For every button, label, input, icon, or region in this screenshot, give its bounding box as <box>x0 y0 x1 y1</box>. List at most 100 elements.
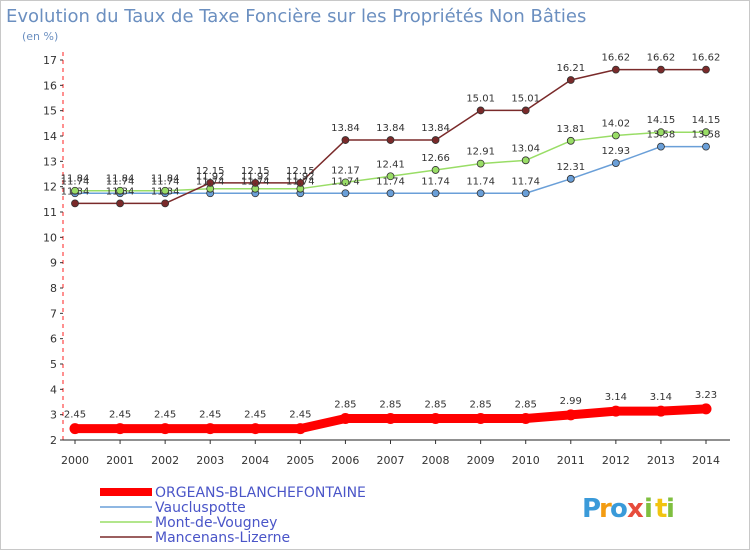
data-point <box>296 178 305 187</box>
data-label: 11.74 <box>511 176 540 187</box>
data-point <box>565 409 577 421</box>
data-point <box>385 412 396 424</box>
data-label: 2.85 <box>470 399 492 410</box>
logo-letter: i <box>644 494 653 524</box>
data-label: 11.74 <box>196 176 225 187</box>
data-label: 11.74 <box>376 176 405 187</box>
x-tick-label: 2005 <box>286 454 314 467</box>
data-point <box>610 405 622 417</box>
y-tick-label: 2 <box>50 434 57 447</box>
data-point <box>431 166 440 174</box>
series-2 <box>71 128 710 195</box>
data-label: 11.34 <box>106 186 135 197</box>
data-label: 14.02 <box>602 118 631 129</box>
y-tick-label: 6 <box>50 333 57 346</box>
data-point <box>475 412 487 424</box>
data-label: 11.84 <box>61 174 90 185</box>
legend-label: Mancenans-Lizerne <box>155 530 290 546</box>
data-point <box>116 186 124 195</box>
data-point <box>657 128 665 137</box>
data-point <box>114 423 126 435</box>
data-label: 11.74 <box>331 176 360 187</box>
data-point <box>116 199 124 208</box>
data-point <box>700 403 712 415</box>
x-tick-label: 2006 <box>331 454 359 467</box>
x-tick-label: 2000 <box>61 454 89 467</box>
data-label: 16.62 <box>602 53 631 64</box>
y-tick-label: 10 <box>43 231 57 244</box>
logo-letter: t <box>655 494 667 524</box>
data-label: 13.81 <box>556 124 585 135</box>
data-point <box>204 423 216 435</box>
x-tick-label: 2012 <box>602 454 630 467</box>
data-point <box>521 189 530 198</box>
x-tick-label: 2007 <box>377 454 405 467</box>
data-label: 11.74 <box>151 176 180 187</box>
x-tick-label: 2009 <box>467 454 495 467</box>
data-point <box>206 178 215 187</box>
y-tick-label: 13 <box>43 155 57 168</box>
data-label: 2.45 <box>244 410 266 421</box>
data-point <box>521 106 530 115</box>
data-point <box>161 186 170 195</box>
data-label: 15.01 <box>466 93 495 104</box>
axes: 2 3 4 5 6 7 8 9 10 11 12 13 14 15 16 17 2000 2001 2002 2003… <box>43 52 730 467</box>
y-tick-label: 11 <box>43 206 57 219</box>
data-point <box>341 136 350 144</box>
x-tick-label: 2011 <box>557 454 585 467</box>
data-point <box>476 189 485 198</box>
y-tick-label: 7 <box>50 307 57 320</box>
data-label: 11.74 <box>241 176 270 187</box>
data-label: 3.23 <box>695 390 717 401</box>
data-point <box>249 423 261 435</box>
data-label: 13.84 <box>376 123 405 134</box>
data-point <box>431 136 440 144</box>
data-label: 14.15 <box>647 115 676 126</box>
data-label: 12.15 <box>286 166 315 177</box>
data-point <box>611 159 620 168</box>
data-label: 2.85 <box>515 399 537 410</box>
x-tick-label: 2013 <box>647 454 675 467</box>
data-label: 13.04 <box>511 143 540 154</box>
data-point <box>655 405 667 417</box>
y-tick-label: 3 <box>50 409 57 422</box>
y-tick-label: 15 <box>43 105 57 118</box>
data-label: 2.45 <box>154 410 176 421</box>
data-label: 11.92 <box>241 172 270 183</box>
data-label: 11.74 <box>466 176 495 187</box>
data-label: 2.45 <box>199 410 221 421</box>
data-point <box>161 199 170 208</box>
x-tick-label: 2008 <box>422 454 450 467</box>
data-point <box>611 131 620 140</box>
data-label: 2.45 <box>109 410 131 421</box>
data-point <box>476 159 485 168</box>
data-point <box>702 142 710 151</box>
legend: ORGEANS-BLANCHEFONTAINEVaucluspotteMont-… <box>100 485 366 546</box>
data-point <box>159 423 171 435</box>
data-label: 16.62 <box>647 53 676 64</box>
data-point <box>294 423 306 435</box>
data-label: 11.34 <box>151 186 180 197</box>
data-label: 11.74 <box>106 176 135 187</box>
logo-letter: i <box>666 494 675 524</box>
data-label: 12.17 <box>331 165 360 176</box>
proxiti-logo: Pro x i ti <box>582 494 675 524</box>
data-label: 13.58 <box>692 130 721 141</box>
data-point <box>431 189 440 198</box>
y-tick-label: 8 <box>50 282 57 295</box>
data-label: 16.62 <box>692 53 721 64</box>
data-point <box>566 136 575 145</box>
data-point <box>657 65 665 74</box>
data-label: 14.15 <box>692 115 721 126</box>
data-label: 2.85 <box>424 399 446 410</box>
logo-letter: o <box>610 494 628 524</box>
data-label: 11.92 <box>196 172 225 183</box>
series-layer <box>69 65 712 435</box>
logo-letter: r <box>599 494 612 524</box>
data-point <box>71 186 79 195</box>
data-label: 12.91 <box>466 147 495 158</box>
data-label: 16.21 <box>556 63 585 74</box>
data-label: 12.93 <box>602 146 631 157</box>
x-tick-label: 2004 <box>241 454 269 467</box>
